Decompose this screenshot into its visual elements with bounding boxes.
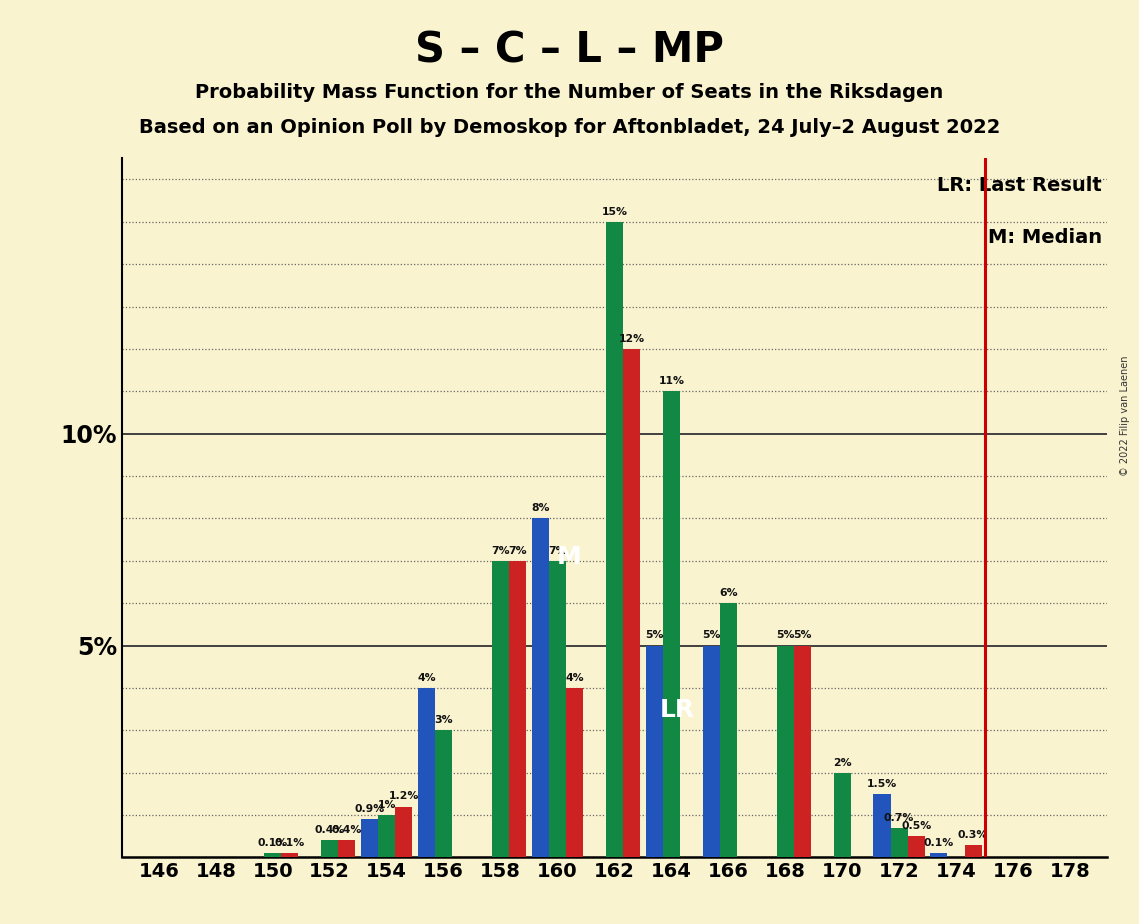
Bar bbox=[777, 646, 794, 857]
Text: 3%: 3% bbox=[434, 715, 453, 725]
Text: 0.3%: 0.3% bbox=[958, 830, 989, 840]
Text: 5%: 5% bbox=[793, 630, 812, 640]
Bar bbox=[532, 518, 549, 857]
Bar bbox=[281, 853, 298, 857]
Text: M: M bbox=[557, 545, 581, 569]
Text: © 2022 Filip van Laenen: © 2022 Filip van Laenen bbox=[1121, 356, 1130, 476]
Text: Probability Mass Function for the Number of Seats in the Riksdagen: Probability Mass Function for the Number… bbox=[196, 83, 943, 103]
Text: Based on an Opinion Poll by Demoskop for Aftonbladet, 24 July–2 August 2022: Based on an Opinion Poll by Demoskop for… bbox=[139, 118, 1000, 138]
Text: 0.1%: 0.1% bbox=[924, 838, 954, 848]
Bar bbox=[338, 841, 355, 857]
Bar bbox=[720, 603, 737, 857]
Text: 7%: 7% bbox=[491, 546, 510, 555]
Bar bbox=[965, 845, 982, 857]
Text: LR: LR bbox=[659, 698, 695, 722]
Bar bbox=[395, 807, 412, 857]
Bar bbox=[361, 820, 378, 857]
Bar bbox=[874, 794, 891, 857]
Bar bbox=[378, 815, 395, 857]
Bar bbox=[908, 836, 925, 857]
Text: 7%: 7% bbox=[508, 546, 527, 555]
Text: 0.9%: 0.9% bbox=[354, 804, 385, 814]
Text: 1.2%: 1.2% bbox=[388, 792, 419, 801]
Bar bbox=[931, 853, 948, 857]
Text: 0.4%: 0.4% bbox=[331, 825, 362, 835]
Bar bbox=[509, 561, 526, 857]
Text: 11%: 11% bbox=[658, 376, 685, 386]
Text: 5%: 5% bbox=[776, 630, 795, 640]
Text: M: Median: M: Median bbox=[988, 228, 1103, 247]
Text: 1%: 1% bbox=[377, 800, 396, 810]
Text: 5%: 5% bbox=[702, 630, 721, 640]
Bar bbox=[418, 687, 435, 857]
Text: 0.4%: 0.4% bbox=[314, 825, 345, 835]
Text: 0.1%: 0.1% bbox=[257, 838, 288, 848]
Bar bbox=[492, 561, 509, 857]
Bar bbox=[703, 646, 720, 857]
Bar bbox=[794, 646, 811, 857]
Text: 5%: 5% bbox=[645, 630, 664, 640]
Text: 1.5%: 1.5% bbox=[867, 779, 898, 789]
Bar bbox=[264, 853, 281, 857]
Text: S – C – L – MP: S – C – L – MP bbox=[415, 30, 724, 71]
Bar bbox=[549, 561, 566, 857]
Bar bbox=[606, 222, 623, 857]
Bar bbox=[834, 772, 851, 857]
Text: 4%: 4% bbox=[565, 673, 584, 683]
Bar bbox=[321, 841, 338, 857]
Text: 7%: 7% bbox=[548, 546, 567, 555]
Text: 6%: 6% bbox=[719, 588, 738, 598]
Bar bbox=[646, 646, 663, 857]
Text: 2%: 2% bbox=[833, 758, 852, 768]
Bar bbox=[663, 391, 680, 857]
Text: LR: Last Result: LR: Last Result bbox=[937, 176, 1103, 195]
Bar bbox=[891, 828, 908, 857]
Text: 12%: 12% bbox=[618, 334, 645, 344]
Bar bbox=[435, 730, 452, 857]
Bar bbox=[566, 687, 583, 857]
Text: 0.1%: 0.1% bbox=[274, 838, 305, 848]
Text: 8%: 8% bbox=[531, 504, 550, 514]
Text: 0.5%: 0.5% bbox=[901, 821, 932, 832]
Text: 0.7%: 0.7% bbox=[884, 813, 915, 822]
Bar bbox=[623, 349, 640, 857]
Text: 4%: 4% bbox=[417, 673, 436, 683]
Text: 15%: 15% bbox=[601, 207, 628, 217]
